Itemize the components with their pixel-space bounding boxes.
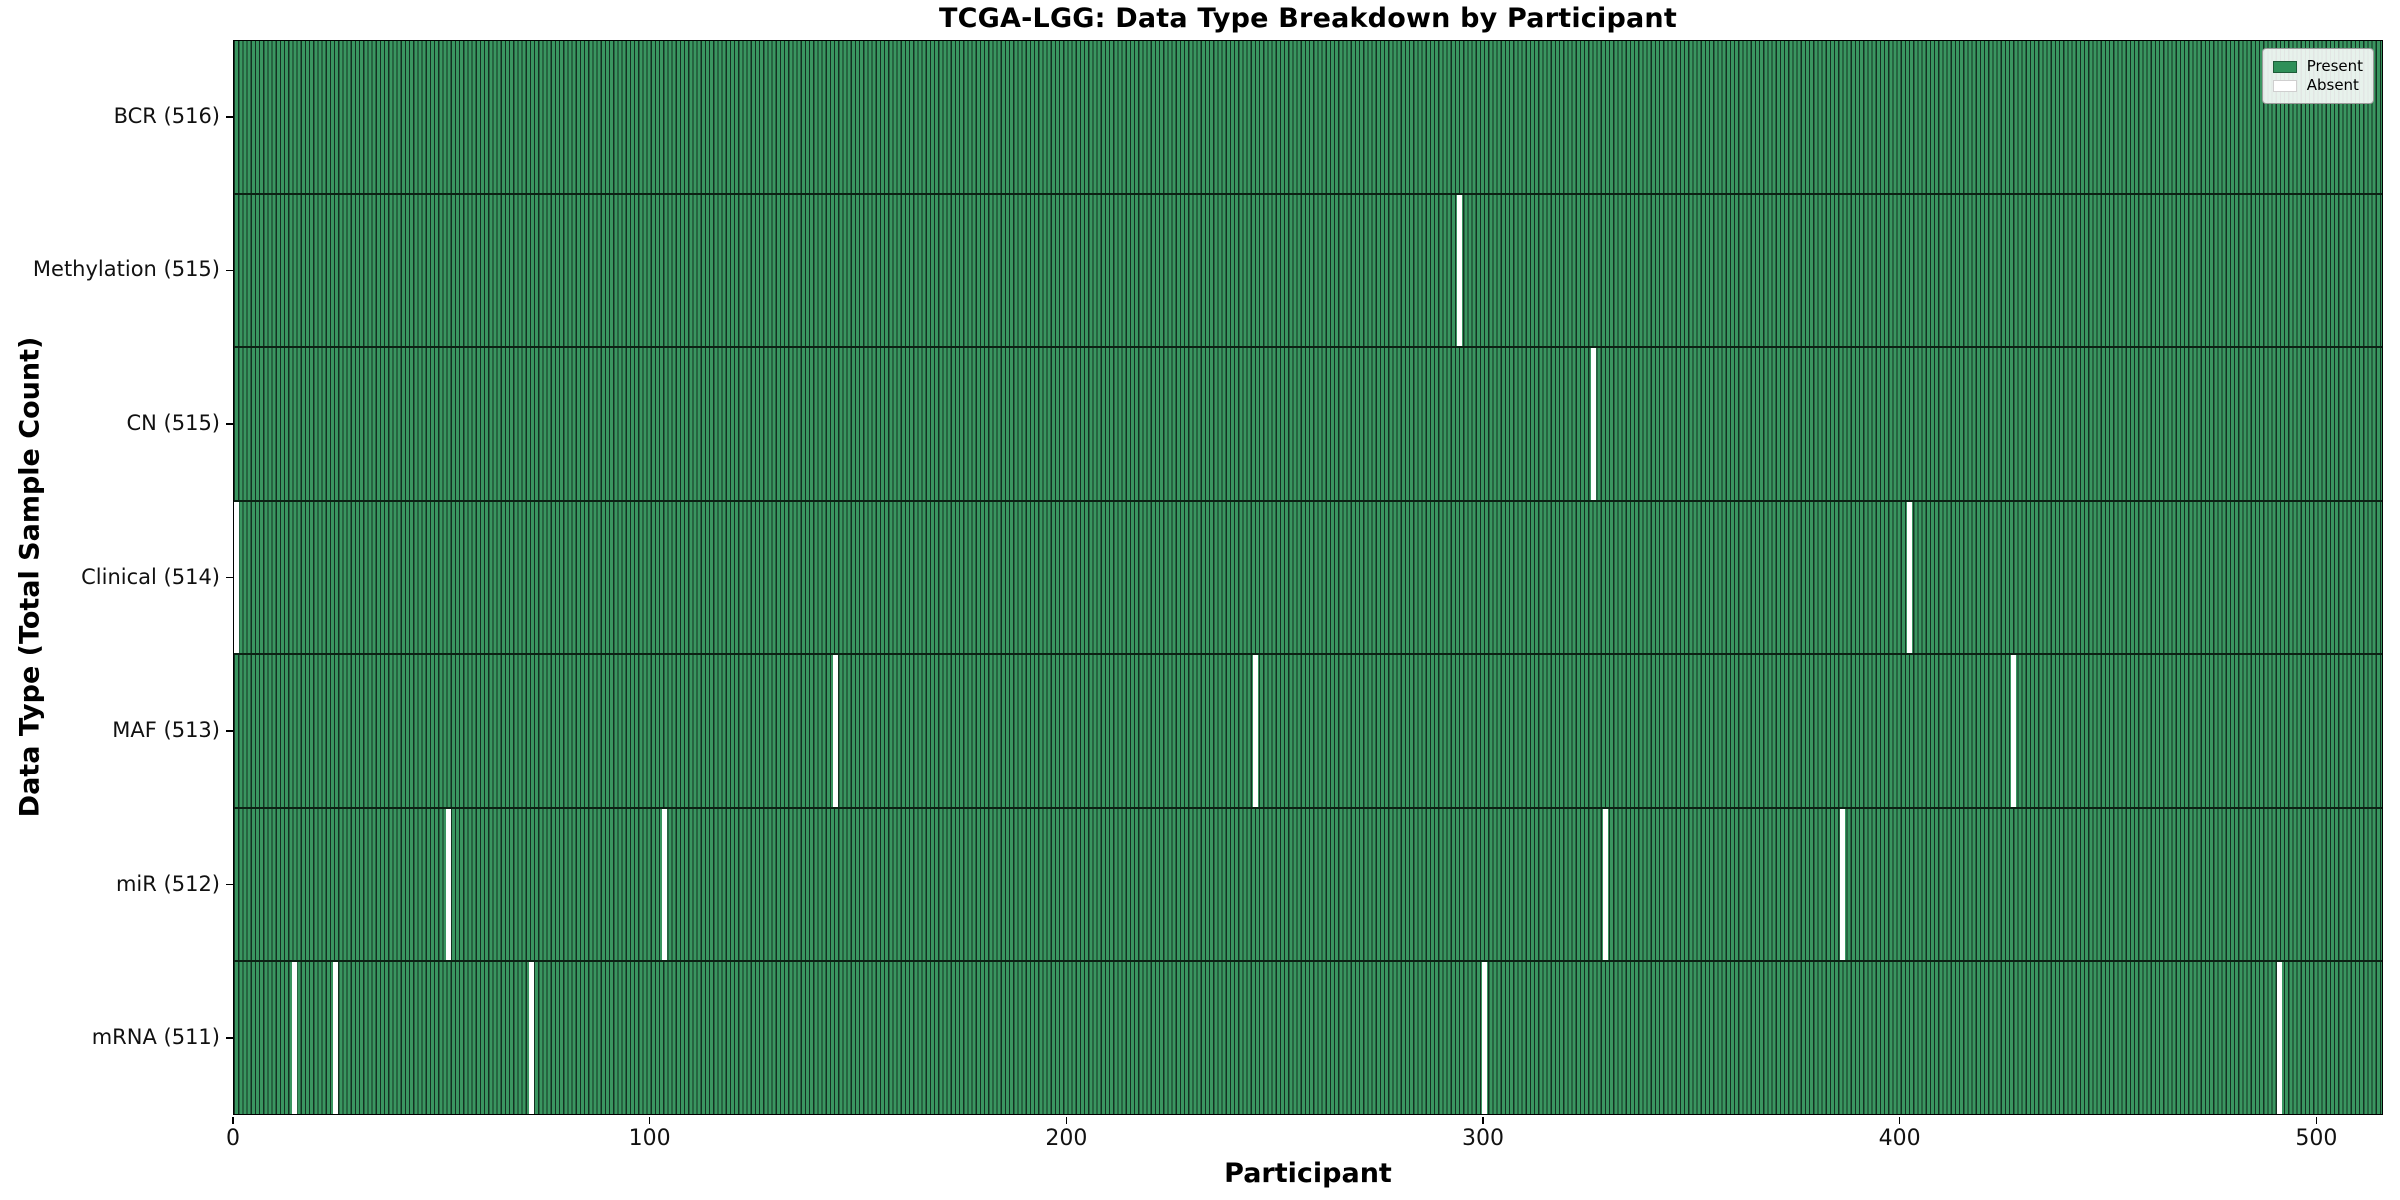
y-tick-label: Methylation (515) [32,257,220,282]
x-axis-label: Participant [1224,1158,1392,1189]
absent-gap [1590,348,1596,500]
x-tick-label: 500 [2295,1126,2338,1151]
y-tick-label: mRNA (511) [91,1025,220,1050]
x-tick-label: 200 [1045,1126,1088,1151]
x-tick-mark [1898,1116,1901,1124]
absent-gap [1603,808,1609,961]
heatmap-rows [234,41,2382,1114]
y-tick-mark [225,883,233,886]
absent-gap [1457,194,1463,347]
legend: Present Absent [2261,48,2374,104]
y-tick-mark [225,269,233,272]
x-tick-label: 400 [1878,1126,1921,1151]
absent-gap [1906,501,1912,654]
absent-gap [1482,962,1488,1114]
x-tick-mark [1482,1116,1484,1124]
absent-gap [1253,655,1259,807]
legend-entry-present: Present [2272,57,2363,75]
y-axis-label: Data Type (Total Sample Count) [14,336,46,818]
x-tick-label: 100 [628,1126,671,1151]
heatmap-row [234,808,2382,963]
y-tick-label: Clinical (514) [81,564,220,589]
absent-swatch-icon [2272,79,2297,92]
x-tick-label: 300 [1462,1126,1504,1151]
y-tick-label: CN (515) [126,410,220,435]
heatmap-row [234,655,2382,809]
heatmap-row [234,962,2382,1114]
legend-entry-absent: Absent [2272,76,2363,94]
absent-gap [2011,655,2016,807]
absent-gap [333,962,339,1114]
x-tick-mark [2315,1116,2318,1124]
absent-gap [445,808,451,961]
x-tick-mark [232,1116,234,1124]
present-swatch-icon [2272,60,2297,73]
y-tick-mark [225,730,233,732]
absent-gap [1840,808,1846,961]
x-tick-label: 0 [226,1126,240,1151]
absent-gap [291,962,297,1114]
legend-label-present: Present [2306,57,2363,75]
x-tick-mark [648,1116,651,1124]
heatmap-row [234,194,2382,349]
y-tick-label: BCR (516) [113,103,220,128]
absent-gap [2277,962,2283,1114]
heatmap-row [234,348,2382,502]
y-tick-label: MAF (513) [112,718,220,743]
absent-gap [529,962,535,1114]
y-tick-mark [225,423,233,425]
y-tick-mark [225,576,233,579]
plot-area: Present Absent [233,40,2383,1115]
y-tick-mark [225,116,233,118]
chart-title: TCGA-LGG: Data Type Breakdown by Partici… [939,3,1677,34]
legend-label-absent: Absent [2306,76,2359,94]
absent-gap [662,808,668,961]
y-tick-mark [225,1037,233,1039]
x-tick-mark [1065,1116,1068,1124]
heatmap-row [234,501,2382,656]
y-tick-label: miR (512) [115,871,220,896]
heatmap-row [234,41,2382,195]
absent-gap [832,655,838,807]
absent-gap [234,501,239,654]
